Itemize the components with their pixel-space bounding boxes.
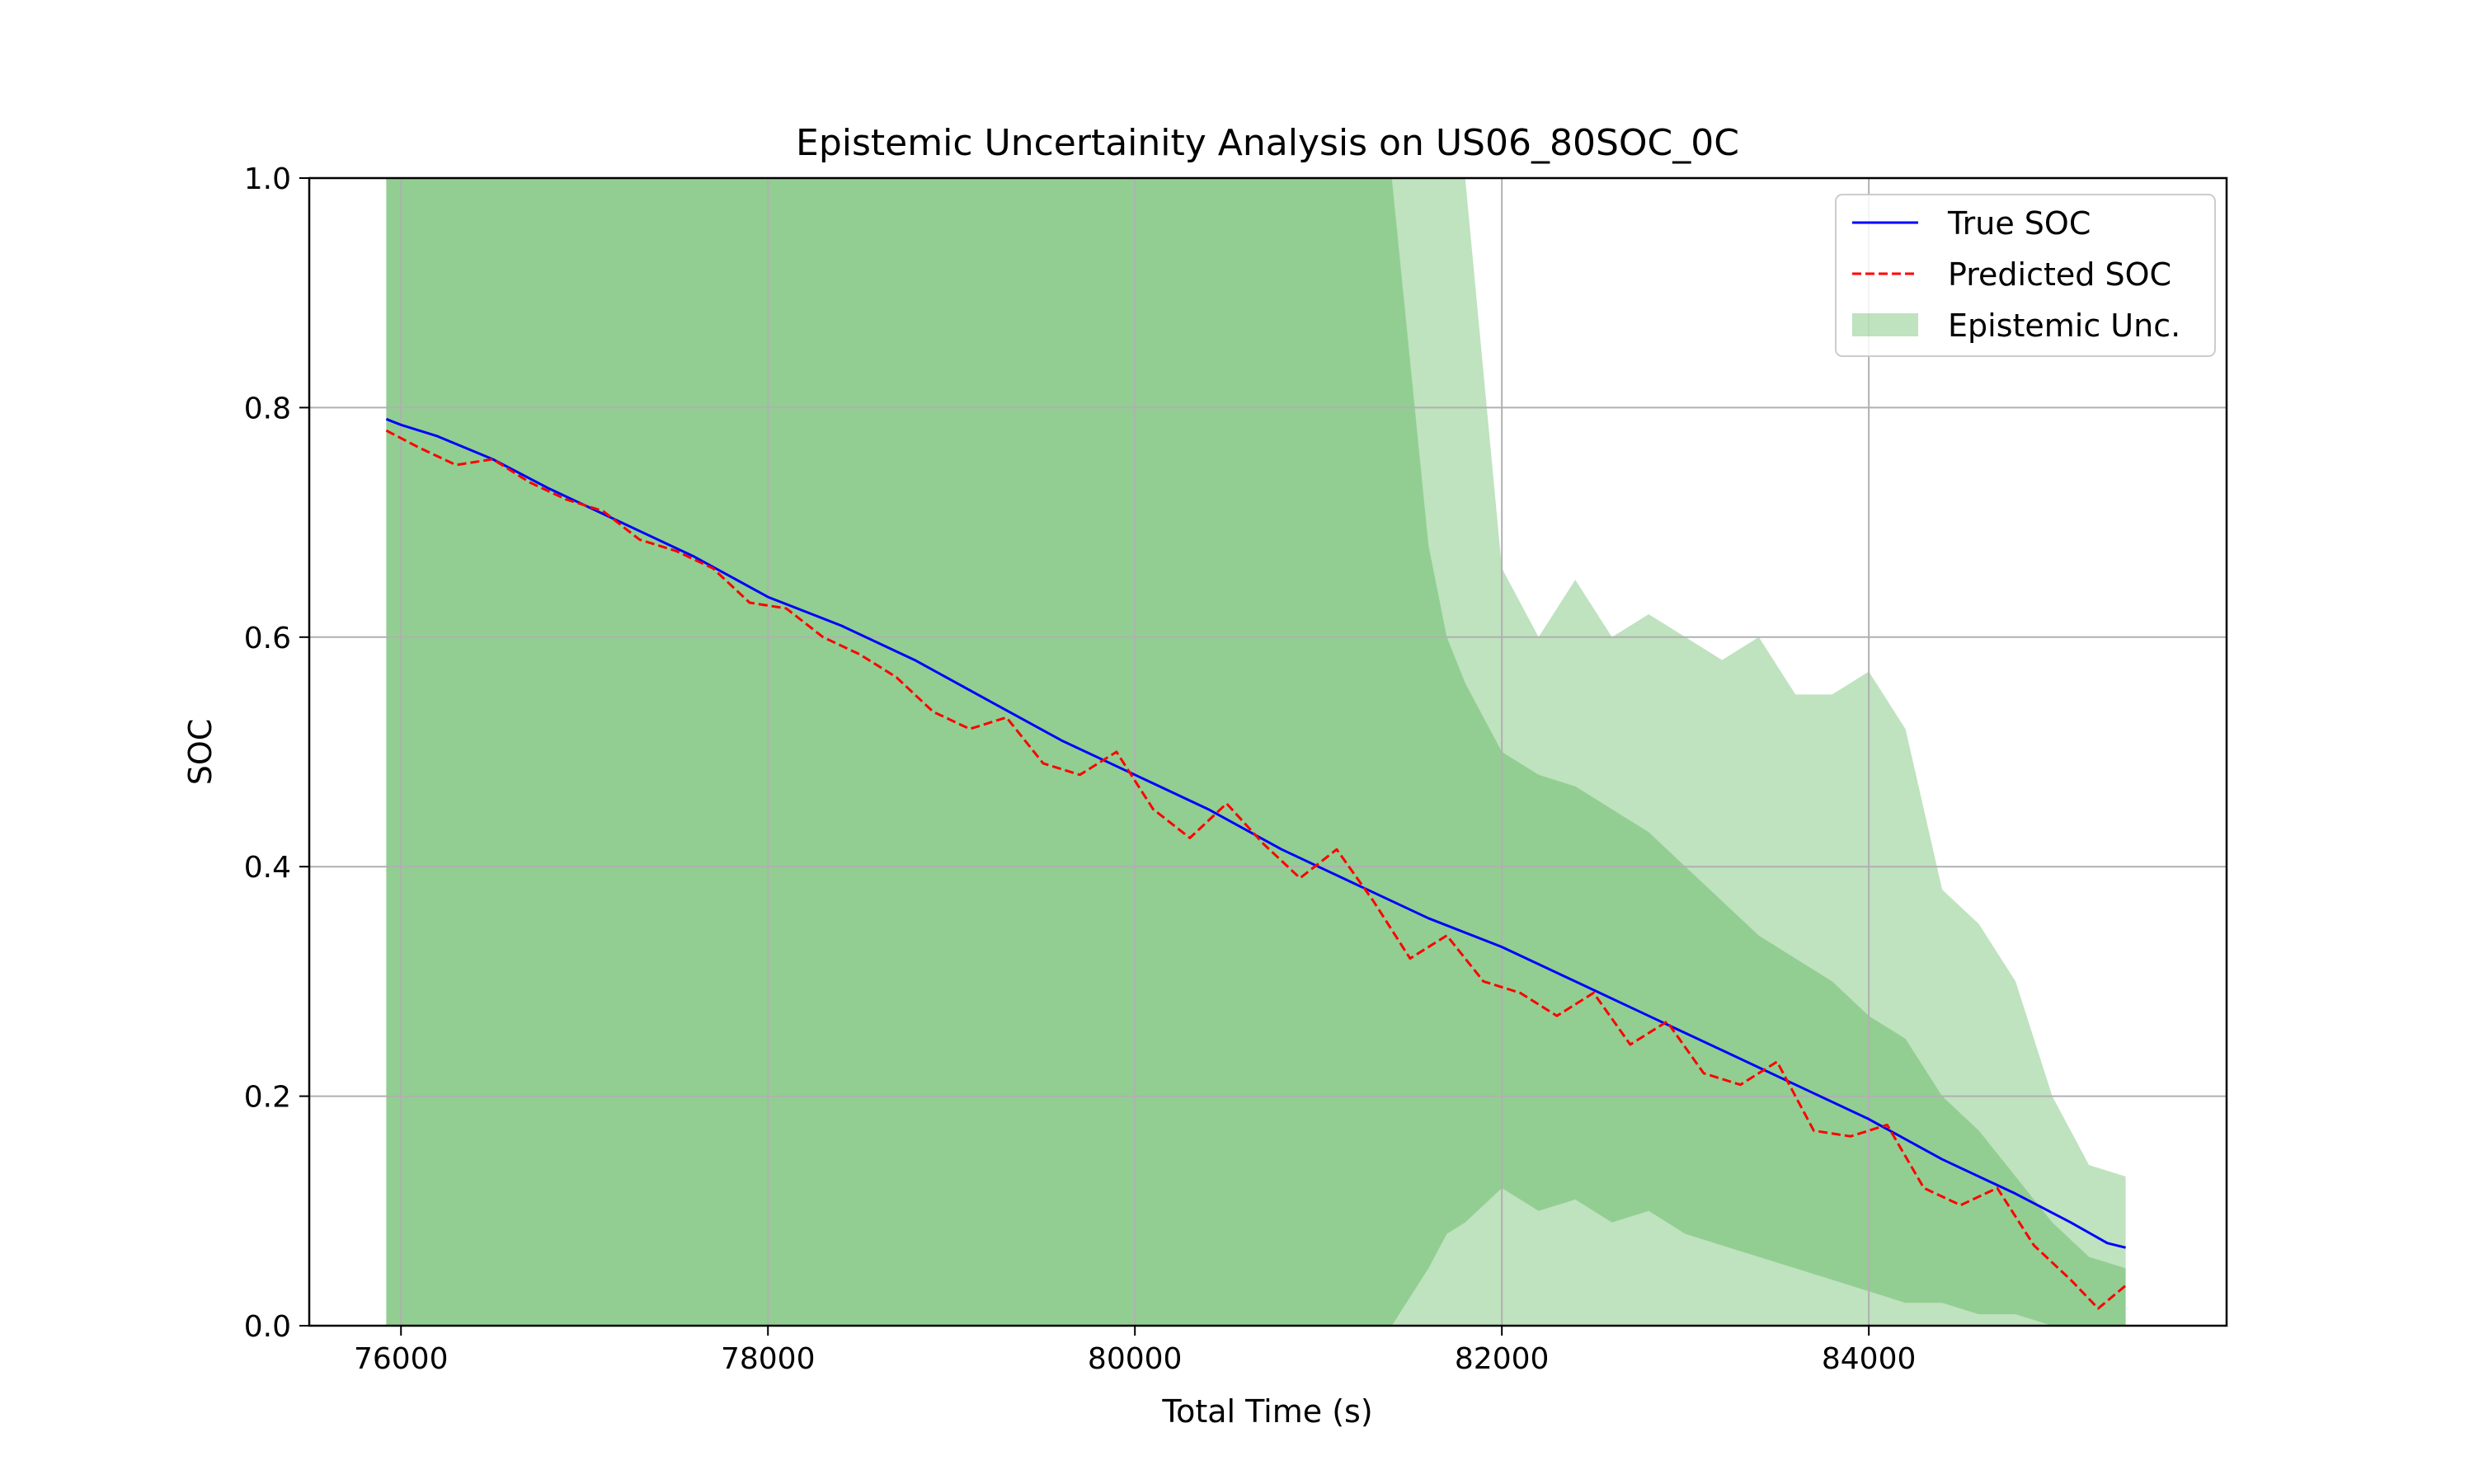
y-tick-label: 0.8 (244, 392, 291, 425)
legend-label-predicted-soc: Predicted SOC (1948, 256, 2171, 293)
x-tick-label: 78000 (721, 1342, 816, 1376)
y-tick-label: 0.6 (244, 622, 291, 655)
series-line-predicted-soc (385, 429, 2127, 1310)
x-tick-label: 76000 (354, 1342, 449, 1376)
y-axis-label: SOC (182, 719, 219, 786)
legend-swatch-epistemic-unc (1852, 313, 1918, 336)
legend-label-epistemic-unc: Epistemic Unc. (1948, 308, 2180, 344)
y-tick-label: 1.0 (244, 162, 291, 196)
y-tick-label: 0.2 (244, 1081, 291, 1115)
plot-frame (308, 176, 2228, 1327)
legend-label-true-soc: True SOC (1947, 205, 2091, 242)
uncertainty-band (386, 178, 2126, 1326)
x-tick-label: 82000 (1455, 1342, 1550, 1376)
uncertainty-band-inner (386, 178, 2126, 1326)
x-axis-label: Total Time (s) (1161, 1393, 1372, 1430)
x-tick-label: 80000 (1088, 1342, 1183, 1376)
x-tick-label: 84000 (1822, 1342, 1917, 1376)
legend-box (1835, 194, 2216, 357)
chart-title: Epistemic Uncertainity Analysis on US06_… (796, 122, 1739, 164)
series (385, 417, 2127, 1310)
legend: True SOC Predicted SOC Epistemic Unc. (1835, 194, 2216, 357)
y-tick-label: 0.4 (244, 851, 291, 885)
axis-ticks: 76000 78000 80000 82000 84000 0.0 0.2 0.4 0.6 0.8… (244, 162, 1917, 1376)
y-tick-label: 0.0 (244, 1310, 291, 1344)
uncertainty-band-outer (386, 178, 2126, 1326)
